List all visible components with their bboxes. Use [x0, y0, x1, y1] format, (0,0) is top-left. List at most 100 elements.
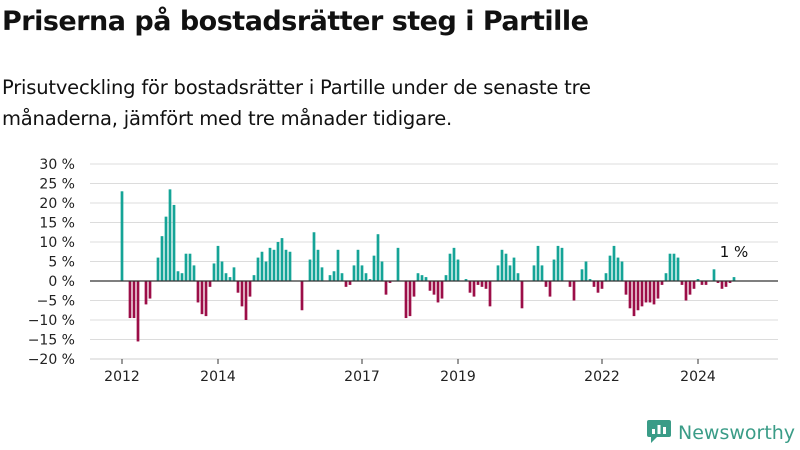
bar — [452, 247, 456, 281]
bar — [312, 232, 316, 281]
bar — [228, 277, 232, 281]
bar — [464, 279, 468, 281]
bar — [700, 281, 704, 285]
newsworthy-brand: Newsworthy — [646, 418, 795, 448]
bar — [128, 281, 132, 319]
bar — [136, 281, 140, 342]
y-tick-label: 15 % — [39, 216, 75, 232]
bar — [200, 281, 204, 315]
bar — [376, 234, 380, 281]
bar — [536, 245, 540, 281]
bar-series — [120, 189, 736, 342]
bar — [556, 245, 560, 281]
y-tick-label: 5 % — [48, 255, 75, 271]
bar — [160, 236, 164, 281]
bar — [192, 265, 196, 281]
x-tick-label: 2019 — [440, 369, 476, 385]
bar — [288, 251, 292, 281]
bar — [640, 281, 644, 307]
bar — [728, 281, 732, 283]
bar — [560, 247, 564, 281]
bar — [508, 265, 512, 281]
x-tick-label: 2012 — [104, 369, 140, 385]
bar — [120, 191, 124, 281]
bar — [720, 281, 724, 289]
chart-subtitle: Prisutveckling för bostadsrätter i Parti… — [2, 76, 591, 130]
bar — [648, 281, 652, 303]
bar — [484, 281, 488, 289]
bar — [568, 281, 572, 287]
bar — [424, 277, 428, 281]
bar — [680, 281, 684, 285]
bar — [268, 247, 272, 281]
bar — [404, 281, 408, 319]
y-axis-labels: 30 % 25 % 20 % 15 % 10 % 5 % 0 % −5 % −10 % −15 %… — [28, 157, 75, 368]
bar — [368, 279, 372, 281]
bar — [208, 281, 212, 287]
bar — [592, 281, 596, 287]
bar — [732, 277, 736, 281]
y-tick-label: −20 % — [28, 352, 75, 368]
bar — [332, 271, 336, 281]
bar — [656, 281, 660, 299]
bar — [580, 269, 584, 281]
bar — [344, 281, 348, 287]
bar — [584, 261, 588, 281]
bar — [616, 257, 620, 281]
chart-title: Priserna på bostadsrätter steg i Partill… — [2, 6, 589, 37]
bar — [496, 265, 500, 281]
bar — [180, 273, 184, 281]
bar — [544, 281, 548, 287]
bar — [148, 281, 152, 299]
bar — [668, 253, 672, 281]
bar — [696, 279, 700, 281]
y-tick-label: −15 % — [28, 333, 75, 349]
bar — [384, 281, 388, 295]
y-tick-label: −5 % — [37, 294, 75, 310]
x-tick-label: 2017 — [344, 369, 380, 385]
bar — [204, 281, 208, 317]
bar — [636, 281, 640, 311]
bar — [628, 281, 632, 309]
bar — [240, 281, 244, 307]
bar — [532, 265, 536, 281]
bar — [448, 253, 452, 281]
brand-name: Newsworthy — [678, 422, 796, 444]
bar — [612, 245, 616, 281]
bar — [684, 281, 688, 301]
bar — [632, 281, 636, 317]
bar — [412, 281, 416, 297]
price-change-chart: 30 % 25 % 20 % 15 % 10 % 5 % 0 % −5 % −10 % −15 %… — [28, 157, 778, 385]
bar — [596, 281, 600, 293]
bar — [300, 281, 304, 311]
bar — [320, 267, 324, 281]
bar — [176, 271, 180, 281]
bar — [156, 257, 160, 281]
bar — [420, 275, 424, 281]
bar — [284, 249, 288, 281]
bar — [348, 281, 352, 285]
bar — [244, 281, 248, 320]
last-value-label: 1 % — [720, 243, 749, 261]
bar — [712, 269, 716, 281]
bar — [188, 253, 192, 281]
bar — [144, 281, 148, 305]
bar — [184, 253, 188, 281]
bar — [360, 265, 364, 281]
bar — [232, 267, 236, 281]
bar — [588, 279, 592, 281]
y-tick-label: −10 % — [28, 313, 75, 329]
bar — [624, 281, 628, 295]
bar — [676, 257, 680, 281]
bar — [252, 275, 256, 281]
bar — [168, 189, 172, 281]
bar — [664, 273, 668, 281]
x-tick-label: 2024 — [680, 369, 716, 385]
newsworthy-logo-icon — [646, 418, 672, 448]
bar — [480, 281, 484, 287]
bar — [364, 273, 368, 281]
bar — [476, 281, 480, 285]
bar — [504, 253, 508, 281]
bar — [444, 275, 448, 281]
bar — [516, 273, 520, 281]
